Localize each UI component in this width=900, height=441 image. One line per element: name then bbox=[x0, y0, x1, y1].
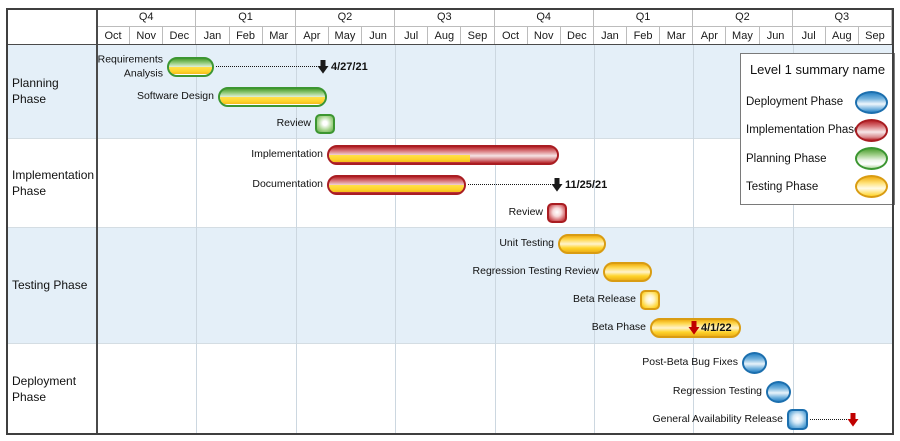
month-cell: Dec bbox=[163, 27, 197, 44]
task-label-review: Review bbox=[276, 117, 311, 130]
month-cell: Jun bbox=[362, 27, 396, 44]
task-label-unit-testing: Unit Testing bbox=[499, 237, 554, 250]
milestone-arrow-general-availability-release[interactable] bbox=[847, 412, 859, 427]
month-cell: Apr bbox=[295, 27, 329, 44]
phase-separator bbox=[8, 343, 894, 344]
quarter-gridline bbox=[395, 45, 397, 435]
progress-band bbox=[169, 67, 212, 74]
month-cell: May bbox=[328, 27, 362, 44]
month-cell: Aug bbox=[428, 27, 462, 44]
phase-separator bbox=[8, 434, 894, 435]
month-cell: Aug bbox=[825, 27, 859, 44]
month-cell: Sep bbox=[858, 27, 892, 44]
quarter-gridline bbox=[295, 45, 297, 435]
legend-swatch-red[interactable] bbox=[855, 118, 888, 142]
task-label-regression-testing: Regression Testing bbox=[672, 385, 762, 398]
task-label-requirements-analysis: Requirements Analysis bbox=[97, 53, 163, 79]
date-label-beta-phase: 4/1/22 bbox=[701, 322, 732, 334]
month-cell: Mar bbox=[660, 27, 694, 44]
progress-band bbox=[220, 97, 325, 104]
task-bar-documentation[interactable] bbox=[327, 175, 466, 195]
phase-separator bbox=[8, 138, 894, 139]
phase-band-testing-phase bbox=[8, 228, 894, 344]
date-label-requirements-analysis: 4/27/21 bbox=[331, 61, 368, 73]
phase-separator bbox=[8, 227, 894, 228]
label-column-separator bbox=[96, 8, 98, 435]
month-cell: Feb bbox=[229, 27, 263, 44]
milestone-regression-testing[interactable] bbox=[766, 381, 791, 403]
task-bar-implementation[interactable] bbox=[327, 145, 559, 165]
legend-swatch-yellow[interactable] bbox=[855, 175, 888, 199]
quarter-cell: Q1 bbox=[196, 8, 296, 27]
task-label-review: Review bbox=[508, 206, 543, 219]
milestone-post-beta-bug-fixes[interactable] bbox=[742, 352, 767, 374]
phase-label-implementation-phase: Implementation Phase bbox=[12, 167, 95, 198]
task-label-documentation: Documentation bbox=[252, 178, 323, 191]
quarter-cell: Q4 bbox=[494, 8, 594, 27]
month-cell: Nov bbox=[527, 27, 561, 44]
connector-line-documentation bbox=[468, 184, 551, 185]
month-cell: Jun bbox=[759, 27, 793, 44]
task-bar-software-design[interactable] bbox=[218, 87, 327, 107]
phase-label-planning-phase: Planning Phase bbox=[12, 76, 59, 106]
quarter-gridline bbox=[494, 45, 496, 435]
month-cell: Apr bbox=[693, 27, 727, 44]
task-bar-regression-testing-review[interactable] bbox=[603, 262, 652, 282]
month-cell: Oct bbox=[494, 27, 528, 44]
quarter-gridline bbox=[693, 45, 695, 435]
legend-title: Level 1 summary name bbox=[749, 62, 886, 77]
month-cell: Oct bbox=[97, 27, 131, 44]
quarter-cell: Q1 bbox=[593, 8, 694, 27]
milestone-arrow-beta-phase[interactable] bbox=[688, 321, 700, 335]
progress-band bbox=[329, 185, 464, 192]
connector-line-general-availability-release bbox=[810, 418, 847, 420]
month-cell: Sep bbox=[461, 27, 495, 44]
task-label-implementation: Implementation bbox=[251, 148, 323, 161]
month-cell: Jul bbox=[792, 27, 826, 44]
month-cell: May bbox=[726, 27, 760, 44]
milestone-arrow-documentation[interactable] bbox=[551, 178, 563, 192]
month-cell: Dec bbox=[560, 27, 594, 44]
task-label-beta-release: Beta Release bbox=[572, 293, 636, 306]
quarter-cell: Q3 bbox=[792, 8, 892, 27]
task-label-beta-phase: Beta Phase bbox=[591, 321, 646, 334]
legend-label-planning-phase: Planning Phase bbox=[746, 152, 827, 165]
task-label-post-beta-bug-fixes: Post-Beta Bug Fixes bbox=[642, 356, 738, 369]
quarter-gridline bbox=[792, 45, 794, 435]
task-label-software-design: Software Design bbox=[136, 90, 214, 103]
month-cell: Jan bbox=[196, 27, 230, 44]
milestone-review[interactable] bbox=[547, 203, 567, 223]
task-label-general-availability-release: General Availability Release bbox=[652, 412, 783, 425]
legend-label-implementation-phase: Implementation Phase bbox=[746, 124, 861, 137]
milestone-beta-release[interactable] bbox=[640, 290, 660, 310]
task-bar-requirements-analysis[interactable] bbox=[167, 57, 214, 77]
header-bottom-line bbox=[8, 43, 894, 45]
phase-label-deployment-phase: Deployment Phase bbox=[12, 373, 77, 404]
connector-line-requirements-analysis bbox=[216, 66, 317, 67]
milestone-review[interactable] bbox=[315, 114, 335, 134]
quarter-cell: Q2 bbox=[295, 8, 396, 27]
month-cell: Jan bbox=[593, 27, 627, 44]
task-label-regression-testing-review: Regression Testing Review bbox=[472, 265, 599, 278]
progress-band bbox=[329, 155, 471, 162]
quarter-cell: Q4 bbox=[97, 8, 197, 27]
month-cell: Nov bbox=[130, 27, 164, 44]
milestone-general-availability-release[interactable] bbox=[787, 409, 808, 430]
month-cell: Feb bbox=[627, 27, 661, 44]
date-label-documentation: 11/25/21 bbox=[565, 179, 608, 191]
quarter-cell: Q3 bbox=[395, 8, 495, 27]
task-bar-unit-testing[interactable] bbox=[558, 234, 606, 254]
quarter-cell: Q2 bbox=[693, 8, 793, 27]
legend-label-deployment-phase: Deployment Phase bbox=[746, 96, 844, 108]
milestone-arrow-requirements-analysis[interactable] bbox=[317, 60, 329, 74]
legend-swatch-green[interactable] bbox=[855, 147, 888, 171]
legend-swatch-blue[interactable] bbox=[855, 90, 888, 114]
phase-label-testing-phase: Testing Phase bbox=[12, 278, 88, 293]
legend-label-testing-phase: Testing Phase bbox=[746, 180, 819, 193]
month-cell: Mar bbox=[262, 27, 296, 44]
month-cell: Jul bbox=[395, 27, 429, 44]
quarter-gridline bbox=[196, 45, 198, 435]
